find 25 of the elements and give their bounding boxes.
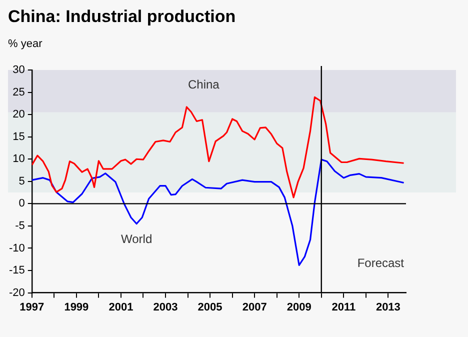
series-label: World — [120, 232, 152, 246]
y-tick-label: -5 — [15, 220, 25, 232]
y-tick-label: 0 — [18, 198, 25, 210]
x-tick-label: 2007 — [242, 301, 267, 314]
y-tick-label: -15 — [8, 264, 25, 277]
y-tick-label: 25 — [12, 86, 25, 98]
y-tick-label: -20 — [8, 286, 25, 299]
x-tick-label: 2009 — [286, 301, 312, 314]
x-tick-label: 2003 — [153, 301, 178, 314]
y-axis-title: % year — [8, 38, 43, 50]
y-tick-label: 15 — [12, 130, 25, 143]
chart-title: China: Industrial production — [8, 7, 236, 26]
y-tick-label: 5 — [18, 175, 25, 188]
x-tick-label: 1997 — [20, 301, 44, 314]
x-tick-label: 1999 — [64, 301, 89, 314]
y-tick-label: 20 — [12, 108, 25, 121]
y-tick-label: 30 — [12, 64, 25, 76]
y-tick-label: -10 — [8, 242, 25, 254]
series-label: China — [188, 77, 220, 92]
x-tick-label: 2005 — [198, 301, 222, 314]
x-tick-label: 2001 — [108, 301, 134, 314]
x-tick-label: 2011 — [332, 301, 356, 314]
x-tick-label: 2013 — [376, 301, 400, 314]
y-tick-label: 10 — [12, 153, 25, 166]
ref-line-label: Forecast — [357, 256, 405, 270]
